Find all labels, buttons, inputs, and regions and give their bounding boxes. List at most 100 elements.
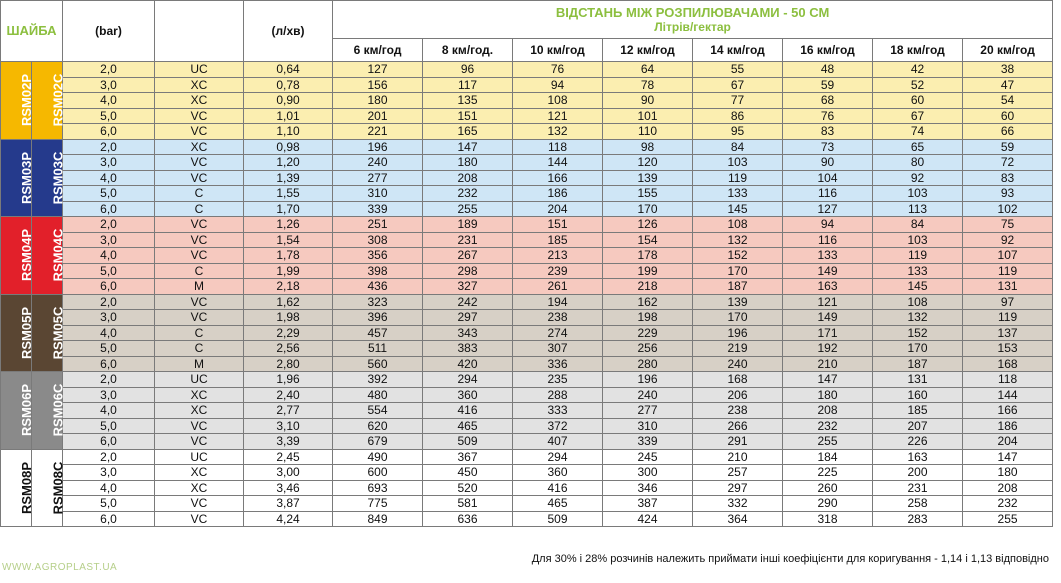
flow-cell: 3,87 [243,495,334,512]
table-row: RSM05P RSM05C 2,0 VC 1,62 323 242 194 162 139 121 1… [0,293,1054,372]
rate-cell: 407 [512,433,604,450]
pressure-cell: 3,0 [62,386,156,403]
rate-cell: 180 [782,386,874,403]
rate-cell: 346 [602,479,694,496]
rate-cell: 180 [332,92,424,109]
rate-cell: 240 [692,355,784,372]
rate-cell: 251 [332,216,424,233]
droplet-cell: VC [154,247,245,264]
droplet-cell: C [154,340,245,357]
flow-cell: 1,20 [243,154,334,171]
rate-cell: 206 [692,386,784,403]
rate-cell: 145 [872,278,964,295]
rate-cell: 103 [872,185,964,202]
rate-cell: 98 [602,138,694,155]
rate-cell: 149 [782,262,874,279]
flow-cell: 3,46 [243,479,334,496]
rate-cell: 78 [602,76,694,93]
rate-cell: 133 [692,185,784,202]
table-row: 3,0 XC 2,40 480 360 288 240 206 180 160 144 [1,386,1054,403]
droplet-cell: XC [154,479,245,496]
rate-cell: 274 [512,324,604,341]
rate-cell: 310 [602,417,694,434]
pressure-cell: 2,0 [62,216,156,233]
rate-cell: 192 [782,340,874,357]
rate-cell: 310 [332,185,424,202]
table-row: 5,0 VC 1,01 201 151 121 101 86 76 67 60 [1,107,1054,124]
table-row: 5,0 VC 3,10 620 465 372 310 266 232 207 186 [1,417,1054,434]
table-row: RSM02P RSM02C 2,0 UC 0,64 127 96 76 64 55 48 42 38 [0,61,1054,140]
rate-cell: 339 [602,433,694,450]
rate-cell: 280 [602,355,694,372]
rate-cell: 398 [332,262,424,279]
droplet-cell: XC [154,92,245,109]
rate-cell: 162 [602,293,694,310]
rate-cell: 307 [512,340,604,357]
rate-cell: 151 [422,107,514,124]
droplet-cell: C [154,200,245,217]
rate-cell: 490 [332,448,424,465]
rate-cell: 90 [782,154,874,171]
rate-cell: 126 [602,216,694,233]
pressure-cell: 5,0 [62,262,156,279]
rate-cell: 238 [692,402,784,419]
rate-cell: 218 [602,278,694,295]
pressure-cell: 2,0 [62,61,156,78]
rate-cell: 231 [422,231,514,248]
rate-cell: 156 [332,76,424,93]
table-row: RSM08P RSM08C 2,0 UC 2,45 490 367 294 245 210 184 1… [0,448,1054,527]
rate-cell: 297 [422,309,514,326]
rate-cell: 103 [872,231,964,248]
droplet-cell: VC [154,169,245,186]
rate-cell: 208 [962,479,1054,496]
rate-cell: 288 [512,386,604,403]
flow-cell: 0,78 [243,76,334,93]
rate-cell: 178 [602,247,694,264]
rate-cell: 308 [332,231,424,248]
rate-cell: 83 [782,123,874,140]
rate-cell: 67 [872,107,964,124]
rate-cell: 849 [332,510,424,527]
rate-cell: 160 [872,386,964,403]
rate-cell: 207 [872,417,964,434]
rate-cell: 170 [692,309,784,326]
rate-cell: 336 [512,355,604,372]
flow-cell: 1,55 [243,185,334,202]
rate-cell: 424 [602,510,694,527]
rate-cell: 59 [962,138,1054,155]
flow-cell: 1,96 [243,371,334,388]
rate-cell: 298 [422,262,514,279]
droplet-cell: VC [154,293,245,310]
droplet-cell: XC [154,76,245,93]
droplet-cell: VC [154,417,245,434]
rate-cell: 155 [602,185,694,202]
pressure-cell: 6,0 [62,200,156,217]
rate-cell: 95 [692,123,784,140]
rate-cell: 180 [422,154,514,171]
table-row: 4,0 XC 0,90 180 135 108 90 77 68 60 54 [1,92,1054,109]
rate-cell: 679 [332,433,424,450]
table-row: 3,0 XC 0,78 156 117 94 78 67 59 52 47 [1,76,1054,93]
rate-cell: 108 [692,216,784,233]
rate-cell: 168 [962,355,1054,372]
flow-cell: 3,10 [243,417,334,434]
pressure-cell: 6,0 [62,510,156,527]
nozzle-label-p: RSM04P [0,216,34,295]
pressure-cell: 2,0 [62,138,156,155]
table-row: 5,0 C 2,56 511 383 307 256 219 192 170 153 [1,340,1054,357]
rate-cell: 101 [602,107,694,124]
rate-cell: 80 [872,154,964,171]
rate-cell: 110 [602,123,694,140]
rate-cell: 245 [602,448,694,465]
rate-cell: 364 [692,510,784,527]
rate-cell: 231 [872,479,964,496]
table-row: 5,0 C 1,99 398 298 239 199 170 149 133 119 [1,262,1054,279]
nozzle-label-p: RSM02P [0,61,34,140]
pressure-cell: 5,0 [62,185,156,202]
rate-cell: 221 [332,123,424,140]
pressure-cell: 2,0 [62,448,156,465]
pressure-cell: 4,0 [62,92,156,109]
rate-cell: 333 [512,402,604,419]
rate-cell: 149 [782,309,874,326]
rate-cell: 165 [422,123,514,140]
